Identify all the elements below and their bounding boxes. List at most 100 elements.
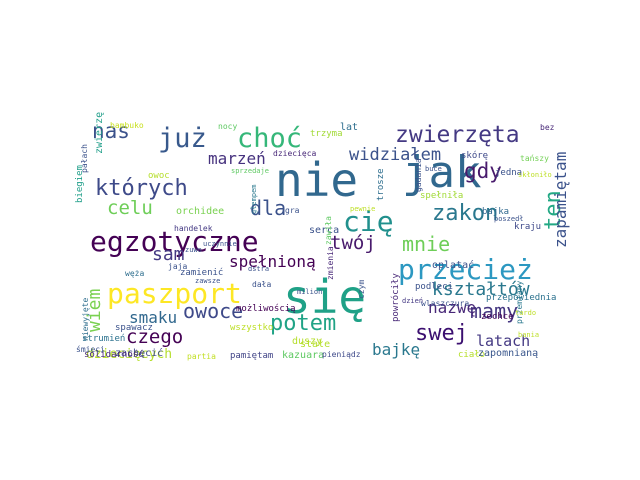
cloud-word: zechce: [481, 312, 514, 322]
cloud-word: celu: [107, 197, 153, 219]
cloud-word: wlaszczura: [421, 299, 469, 308]
cloud-word: gadania: [414, 158, 423, 192]
cloud-word: zawiła: [324, 216, 333, 245]
cloud-word: podleci: [415, 282, 453, 292]
cloud-word: czym: [357, 280, 366, 299]
cloud-word: trzyma: [310, 129, 343, 139]
cloud-word: sprzedaje: [231, 167, 269, 175]
cloud-word: bez: [540, 123, 555, 132]
cloud-word: już: [158, 123, 207, 154]
cloud-word: dstra: [248, 265, 269, 273]
cloud-word: których: [95, 176, 188, 201]
cloud-word: mamy: [470, 299, 518, 323]
cloud-word: skórę: [461, 150, 488, 161]
cloud-word: jedna: [495, 168, 522, 178]
cloud-word: widziałem: [349, 145, 441, 165]
cloud-word: czego: [126, 326, 183, 348]
cloud-word: mnie: [402, 232, 450, 256]
cloud-word: ciało: [458, 350, 485, 360]
cloud-word: wiem: [84, 289, 105, 332]
cloud-word: zuwo: [185, 246, 202, 254]
cloud-word: gdy: [464, 159, 502, 183]
cloud-word: partia: [187, 352, 216, 361]
cloud-word: ten: [541, 190, 566, 230]
cloud-word: dała: [252, 280, 271, 289]
cloud-word: głempem: [250, 184, 258, 214]
cloud-word: lat: [340, 122, 358, 133]
cloud-word: niewyjęte: [81, 297, 90, 341]
cloud-word: przepowiednia: [486, 293, 556, 303]
cloud-word: gra: [285, 206, 300, 215]
cloud-word: nocy: [218, 122, 237, 131]
cloud-word: przecież: [398, 253, 533, 286]
cloud-word: dziecięcych: [86, 347, 172, 362]
cloud-word: handelek: [174, 224, 213, 233]
cloud-word: buce: [425, 165, 442, 173]
cloud-word: zwierzęta: [395, 122, 520, 148]
cloud-word: bajkę: [372, 340, 420, 359]
cloud-word: tardo: [515, 309, 536, 317]
cloud-word: pałach: [80, 144, 89, 173]
cloud-word: pewnie: [350, 205, 375, 213]
cloud-word: owoc: [148, 171, 170, 181]
cloud-word: wszystko: [230, 323, 273, 333]
cloud-word: bania: [518, 331, 539, 339]
cloud-word: zakon: [432, 201, 498, 226]
cloud-word: bambuko: [110, 121, 144, 130]
cloud-word: trosze: [376, 168, 386, 201]
cloud-word: bajka: [482, 207, 509, 217]
cloud-word: kształtów: [432, 279, 530, 300]
cloud-word: jaja: [168, 262, 187, 271]
cloud-word: się: [283, 270, 366, 324]
cloud-word: biegiem: [75, 165, 85, 203]
cloud-word: dziecięca: [273, 149, 317, 158]
cloud-word: spawacz: [115, 323, 153, 333]
cloud-word: choć: [237, 123, 302, 154]
cloud-word: zachęcić: [115, 347, 163, 359]
cloud-word: zamienić: [180, 267, 223, 278]
cloud-word: powróciły: [390, 273, 401, 322]
cloud-word: zwierzę: [94, 112, 105, 154]
cloud-word: węża: [125, 269, 144, 278]
cloud-word: dla: [250, 196, 286, 220]
cloud-word: egzotyczne: [90, 225, 259, 258]
cloud-word: skłoniło: [518, 171, 552, 179]
cloud-word: serca: [309, 225, 339, 236]
cloud-word: orchidee: [176, 206, 224, 217]
cloud-word: dzień: [402, 297, 423, 305]
cloud-word: poszedł: [494, 215, 524, 223]
cloud-word: przemiany: [515, 280, 524, 324]
cloud-word: zapamiętam: [551, 152, 570, 248]
cloud-word: nie: [275, 153, 358, 207]
cloud-word: nazwę: [428, 298, 476, 317]
cloud-word: solidarność: [84, 349, 144, 360]
cloud-word: paszport: [107, 277, 242, 310]
cloud-word: zapomnianą: [478, 348, 538, 359]
cloud-word: swej: [415, 321, 468, 346]
cloud-word: strumień: [82, 334, 125, 344]
cloud-word: jak: [402, 147, 481, 198]
cloud-word: potem: [270, 311, 336, 336]
cloud-word: oplatać: [432, 259, 474, 271]
cloud-word: tańszy: [520, 154, 549, 163]
cloud-word: twój: [330, 232, 376, 254]
cloud-word: duszy: [292, 336, 322, 347]
cloud-word: owoce: [183, 299, 243, 323]
cloud-word: smaku: [129, 308, 177, 327]
cloud-word: latach: [476, 332, 530, 350]
cloud-word: milion: [297, 288, 322, 296]
cloud-word: sam: [152, 244, 185, 265]
cloud-word: możliwością: [236, 303, 296, 314]
cloud-word: stałe: [300, 339, 330, 350]
cloud-word: kazuara: [282, 350, 324, 361]
cloud-word: kraju: [514, 222, 541, 232]
cloud-word: uczynnie: [203, 240, 237, 248]
cloud-word: śmieci: [76, 344, 105, 354]
cloud-word: spełniła: [420, 191, 463, 201]
cloud-word: cię: [343, 205, 394, 238]
cloud-word: nas: [92, 119, 130, 143]
cloud-word: zmienia: [326, 246, 335, 280]
cloud-word: spełnioną: [229, 252, 316, 271]
